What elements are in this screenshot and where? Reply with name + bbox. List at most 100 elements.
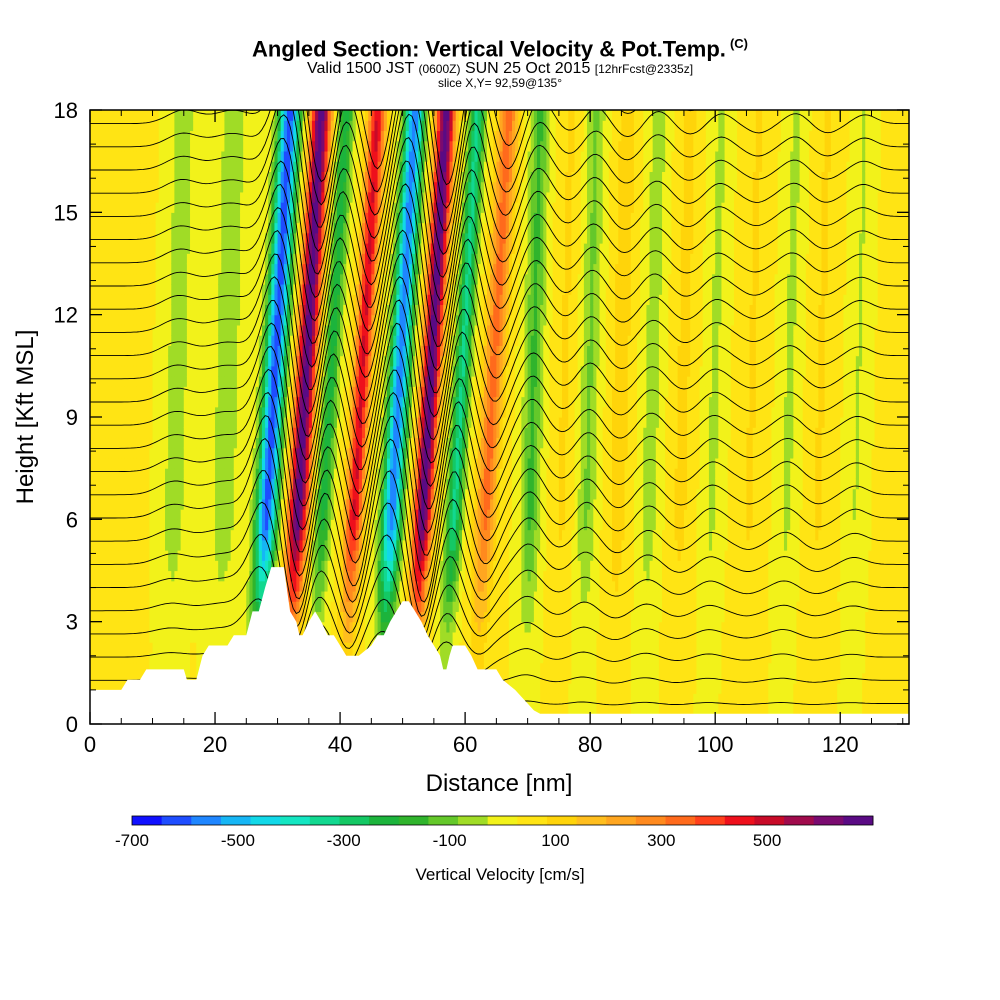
velocity-cell: [158, 222, 163, 234]
velocity-cell: [252, 590, 257, 602]
velocity-cell: [146, 529, 150, 541]
velocity-cell: [133, 509, 138, 520]
velocity-cell: [343, 427, 347, 439]
velocity-cell: [105, 212, 110, 224]
velocity-cell: [318, 243, 322, 254]
velocity-cell: [336, 601, 341, 613]
velocity-cell: [218, 232, 222, 244]
velocity-cell: [343, 386, 347, 398]
velocity-cell: [111, 488, 116, 500]
velocity-cell: [146, 314, 150, 326]
velocity-cell: [146, 396, 150, 408]
velocity-cell: [340, 161, 344, 172]
velocity-cell: [165, 447, 169, 459]
velocity-cell: [143, 386, 147, 398]
velocity-cell: [152, 304, 157, 316]
velocity-cell: [93, 447, 97, 459]
velocity-cell: [215, 150, 219, 162]
velocity-cell: [146, 580, 150, 592]
velocity-cell: [108, 130, 113, 142]
velocity-cell: [196, 550, 201, 561]
velocity-cell: [140, 396, 144, 408]
velocity-cell: [240, 222, 244, 234]
velocity-cell: [208, 130, 213, 142]
velocity-cell: [215, 417, 219, 428]
velocity-cell: [327, 181, 332, 193]
velocity-cell: [93, 294, 97, 306]
velocity-cell: [186, 304, 191, 316]
velocity-cell: [305, 335, 310, 346]
velocity-cell: [121, 642, 125, 653]
velocity-cell: [230, 243, 235, 254]
velocity-cell: [171, 539, 175, 551]
velocity-cell: [283, 150, 288, 162]
velocity-cell: [280, 519, 285, 531]
velocity-cell: [105, 498, 110, 510]
velocity-cell: [315, 294, 319, 306]
velocity-cell: [224, 580, 229, 592]
velocity-cell: [165, 406, 169, 418]
velocity-cell: [161, 406, 166, 418]
velocity-cell: [152, 447, 157, 459]
velocity-cell: [168, 457, 172, 469]
velocity-cell: [124, 283, 129, 295]
velocity-cell: [249, 314, 254, 326]
velocity-cell: [249, 560, 254, 572]
velocity-cell: [243, 457, 247, 469]
velocity-cell: [261, 406, 266, 418]
velocity-cell: [155, 314, 160, 326]
velocity-cell: [196, 243, 201, 254]
velocity-cell: [336, 560, 341, 572]
velocity-cell: [218, 396, 222, 408]
velocity-cell: [252, 222, 257, 234]
velocity-cell: [149, 304, 154, 316]
velocity-cell: [308, 345, 313, 357]
velocity-cell: [90, 519, 94, 531]
velocity-cell: [255, 130, 260, 142]
velocity-cell: [193, 120, 197, 132]
velocity-cell: [149, 621, 154, 633]
velocity-cell: [133, 417, 138, 428]
velocity-cell: [258, 335, 263, 346]
velocity-cell: [324, 263, 329, 275]
velocity-cell: [202, 427, 207, 439]
velocity-cell: [130, 498, 135, 510]
velocity-cell: [265, 181, 269, 193]
velocity-cell: [227, 427, 232, 439]
velocity-cell: [140, 181, 144, 193]
velocity-cell: [236, 181, 241, 193]
velocity-cell: [143, 437, 147, 449]
velocity-cell: [227, 590, 232, 602]
velocity-cell: [183, 355, 188, 367]
velocity-cell: [140, 355, 144, 367]
velocity-cell: [168, 202, 172, 213]
velocity-cell: [143, 120, 147, 132]
velocity-cell: [130, 181, 135, 193]
velocity-cell: [240, 140, 244, 152]
velocity-cell: [221, 396, 226, 408]
velocity-cell: [233, 181, 238, 193]
velocity-cell: [199, 376, 204, 387]
velocity-cell: [161, 120, 166, 132]
velocity-cell: [152, 457, 157, 469]
velocity-cell: [115, 120, 119, 132]
velocity-cell: [333, 253, 338, 265]
velocity-cell: [130, 509, 135, 520]
velocity-cell: [127, 406, 132, 418]
velocity-cell: [205, 150, 210, 162]
velocity-cell: [193, 304, 197, 316]
velocity-cell: [96, 243, 100, 254]
velocity-cell: [224, 365, 229, 377]
velocity-cell: [208, 519, 213, 531]
velocity-cell: [118, 120, 122, 132]
velocity-cell: [330, 488, 335, 500]
velocity-cell: [255, 161, 260, 172]
velocity-cell: [199, 509, 204, 520]
velocity-cell: [293, 601, 297, 613]
velocity-cell: [190, 171, 194, 183]
velocity-cell: [174, 396, 179, 408]
velocity-cell: [211, 222, 216, 234]
velocity-cell: [346, 161, 351, 172]
velocity-cell: [311, 212, 316, 224]
velocity-cell: [327, 601, 332, 613]
